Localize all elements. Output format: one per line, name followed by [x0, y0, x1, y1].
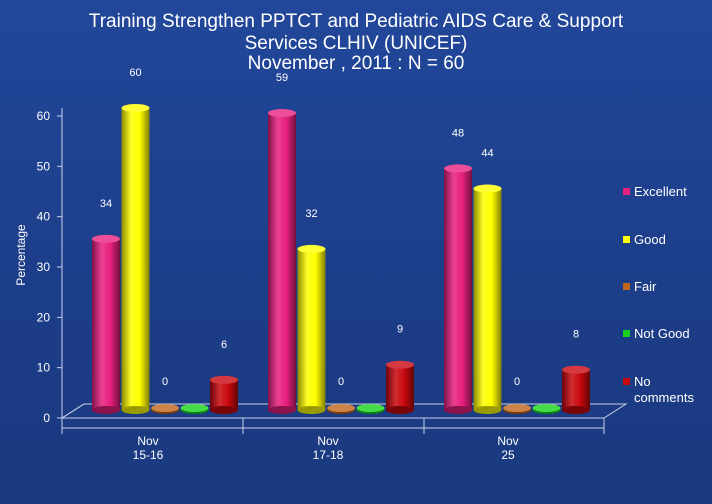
data-label: 34 [100, 198, 112, 210]
bar-body [297, 248, 326, 410]
bar [356, 404, 385, 414]
legend-label: Excellent [634, 184, 687, 199]
bar-body [444, 168, 472, 410]
x-category-label: Nov [317, 434, 338, 448]
x-category-label: 25 [501, 448, 515, 462]
bar [121, 104, 150, 414]
bar-top [268, 109, 296, 118]
bar-top [444, 164, 472, 173]
y-tick-label: 0 [43, 411, 50, 425]
bar-top [327, 404, 355, 412]
y-tick-label: 50 [37, 159, 51, 173]
bar-top [297, 244, 326, 253]
bar-body [121, 108, 150, 410]
data-label: 0 [162, 376, 168, 388]
bar-base [473, 406, 502, 414]
floor-edge [61, 403, 85, 419]
bar-top [356, 404, 385, 412]
x-category-label: 15-16 [133, 448, 164, 462]
bar-body [210, 379, 238, 410]
legend-swatch [623, 188, 630, 195]
bar [180, 404, 209, 414]
bar-top [473, 184, 502, 193]
data-label: 32 [305, 208, 317, 220]
legend-label: Fair [634, 279, 657, 294]
y-tick-label: 30 [37, 260, 51, 274]
bar-base [121, 406, 150, 414]
data-label: 44 [481, 148, 493, 160]
data-label: 48 [452, 127, 464, 139]
bar-body [386, 364, 414, 410]
bar-top [562, 365, 590, 374]
data-label: 0 [514, 376, 520, 388]
bar [151, 404, 179, 414]
data-label: 60 [129, 67, 141, 79]
bar-base [386, 406, 414, 414]
y-axis-label: Percentage [14, 224, 28, 286]
legend-swatch [623, 330, 630, 337]
chart-title-line-1: Training Strengthen PPTCT and Pediatric … [88, 11, 624, 32]
bar [473, 184, 502, 414]
legend-swatch [623, 378, 630, 385]
bar-top [386, 360, 414, 369]
bar [92, 234, 120, 414]
bar [386, 360, 414, 414]
data-labels: 34 59 48 60 32 44 0 0 0 6 9 8 [100, 67, 579, 388]
data-label: 6 [221, 339, 227, 351]
legend-label: No [634, 374, 651, 389]
bar [268, 109, 296, 414]
x-category-label: Nov [497, 434, 518, 448]
bar-top [532, 404, 561, 412]
chart-bars [92, 104, 590, 414]
bar [297, 244, 326, 414]
data-label: 0 [338, 376, 344, 388]
bar-top [503, 404, 531, 412]
legend-label: Good [634, 232, 666, 247]
legend-swatch [623, 283, 630, 290]
bar-top [92, 234, 120, 243]
chart-title-line-2: Services CLHIV (UNICEF) [244, 33, 468, 54]
x-category-label: 17-18 [313, 448, 344, 462]
bar-body [268, 113, 296, 411]
y-tick-label: 60 [37, 109, 51, 123]
bar-body [92, 238, 120, 410]
bar [503, 404, 531, 414]
y-tick-label: 40 [37, 210, 51, 224]
bar [327, 404, 355, 414]
data-label: 59 [276, 72, 288, 84]
legend-label: Not Good [634, 326, 690, 341]
legend-swatch [623, 236, 630, 243]
bar-body [562, 369, 590, 410]
bar-base [444, 406, 472, 414]
chart-title-line-3: November , 2011 : N = 60 [247, 53, 465, 74]
bar [444, 164, 472, 414]
x-category-label: Nov [137, 434, 158, 448]
bar [562, 365, 590, 414]
y-tick-label: 10 [37, 361, 51, 375]
bar-base [297, 406, 326, 414]
bar [210, 375, 238, 414]
legend-label: comments [634, 390, 694, 405]
bar-top [151, 404, 179, 412]
bar-base [92, 406, 120, 414]
bar-body [473, 188, 502, 410]
y-tick-label: 20 [37, 310, 51, 324]
bar-base [268, 406, 296, 414]
data-label: 8 [573, 329, 579, 341]
bar-top [121, 104, 150, 112]
data-label: 9 [397, 324, 403, 336]
bar-base [210, 406, 238, 414]
bar [532, 404, 561, 414]
bar-top [210, 375, 238, 384]
bar-base [562, 406, 590, 414]
chart-axes: 0102030405060PercentageNov15-16Nov17-18N… [14, 108, 628, 462]
bar-top [180, 404, 209, 412]
